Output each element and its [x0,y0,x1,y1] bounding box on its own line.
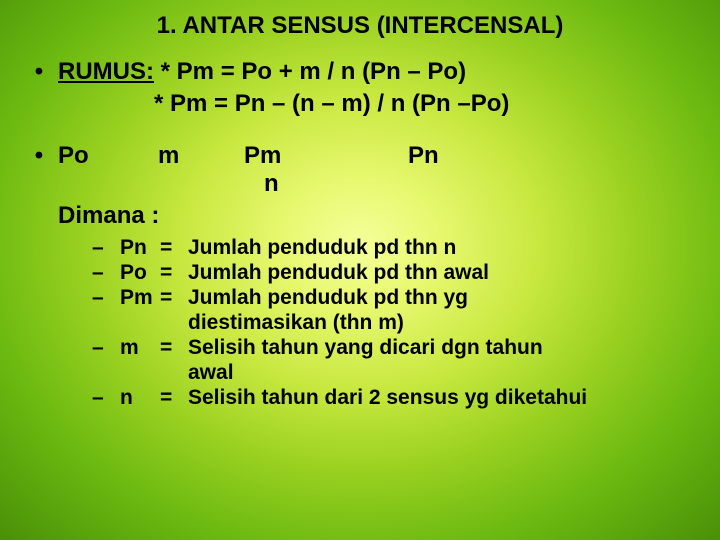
bullet-marker: • [20,58,58,86]
var-n: n [264,170,700,198]
dimana-label: Dimana : [58,202,700,230]
var-pn: Pn [408,142,439,170]
def-pn: – Pn = Jumlah penduduk pd thn n [92,236,700,260]
def-eq: = [160,236,188,260]
definition-list-2: – m = Selisih tahun yang dicari dgn tahu… [92,336,700,360]
def-eq: = [160,261,188,285]
rumus-content: RUMUS: * Pm = Po + m / n (Pn – Po) [58,58,700,86]
slide-title: 1. ANTAR SENSUS (INTERCENSAL) [20,12,700,40]
def-text: Jumlah penduduk pd thn n [188,236,700,260]
def-m: – m = Selisih tahun yang dicari dgn tahu… [92,336,700,360]
var-m: m [158,142,244,170]
def-var: Po [120,261,160,285]
definition-list: – Pn = Jumlah penduduk pd thn n – Po = J… [92,236,700,310]
def-pm-continuation: diestimasikan (thn m) [188,311,700,335]
definition-list-3: – n = Selisih tahun dari 2 sensus yg dik… [92,386,700,410]
variable-row: • Po m Pm Pn [20,142,700,170]
def-text: Jumlah penduduk pd thn awal [188,261,700,285]
def-eq: = [160,286,188,310]
rumus-bullet: • RUMUS: * Pm = Po + m / n (Pn – Po) [20,58,700,86]
def-text: Selisih tahun yang dicari dgn tahun [188,336,700,360]
formula-2: * Pm = Pn – (n – m) / n (Pn –Po) [154,90,700,118]
def-text: Jumlah penduduk pd thn yg [188,286,700,310]
rumus-label: RUMUS: [58,58,154,85]
formula-1: * Pm = Po + m / n (Pn – Po) [154,58,466,85]
var-po: Po [58,142,158,170]
dash-marker: – [92,336,120,360]
dash-marker: – [92,286,120,310]
def-var: Pn [120,236,160,260]
def-po: – Po = Jumlah penduduk pd thn awal [92,261,700,285]
def-n: – n = Selisih tahun dari 2 sensus yg dik… [92,386,700,410]
var-pm: Pm [244,142,408,170]
def-var: m [120,336,160,360]
dash-marker: – [92,386,120,410]
def-pm: – Pm = Jumlah penduduk pd thn yg [92,286,700,310]
dash-marker: – [92,236,120,260]
def-var: n [120,386,160,410]
def-text: Selisih tahun dari 2 sensus yg diketahui [188,386,700,410]
def-m-continuation: awal [188,361,700,385]
def-eq: = [160,386,188,410]
def-eq: = [160,336,188,360]
dash-marker: – [92,261,120,285]
bullet-marker: • [20,142,58,170]
def-var: Pm [120,286,160,310]
